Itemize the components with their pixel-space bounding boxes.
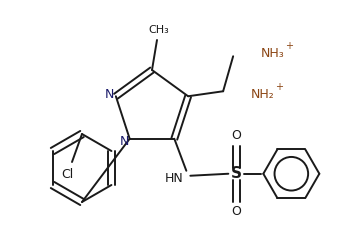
Text: O: O <box>232 205 241 218</box>
Text: S: S <box>231 166 242 181</box>
Text: CH₃: CH₃ <box>149 25 169 35</box>
Text: HN: HN <box>165 172 184 185</box>
Text: O: O <box>232 129 241 142</box>
Text: +: + <box>275 82 283 92</box>
Text: +: + <box>285 41 293 51</box>
Text: N: N <box>120 135 129 148</box>
Text: NH₂: NH₂ <box>251 88 275 101</box>
Text: Cl: Cl <box>61 167 73 180</box>
Text: N: N <box>105 88 115 101</box>
Text: NH₃: NH₃ <box>261 47 285 60</box>
